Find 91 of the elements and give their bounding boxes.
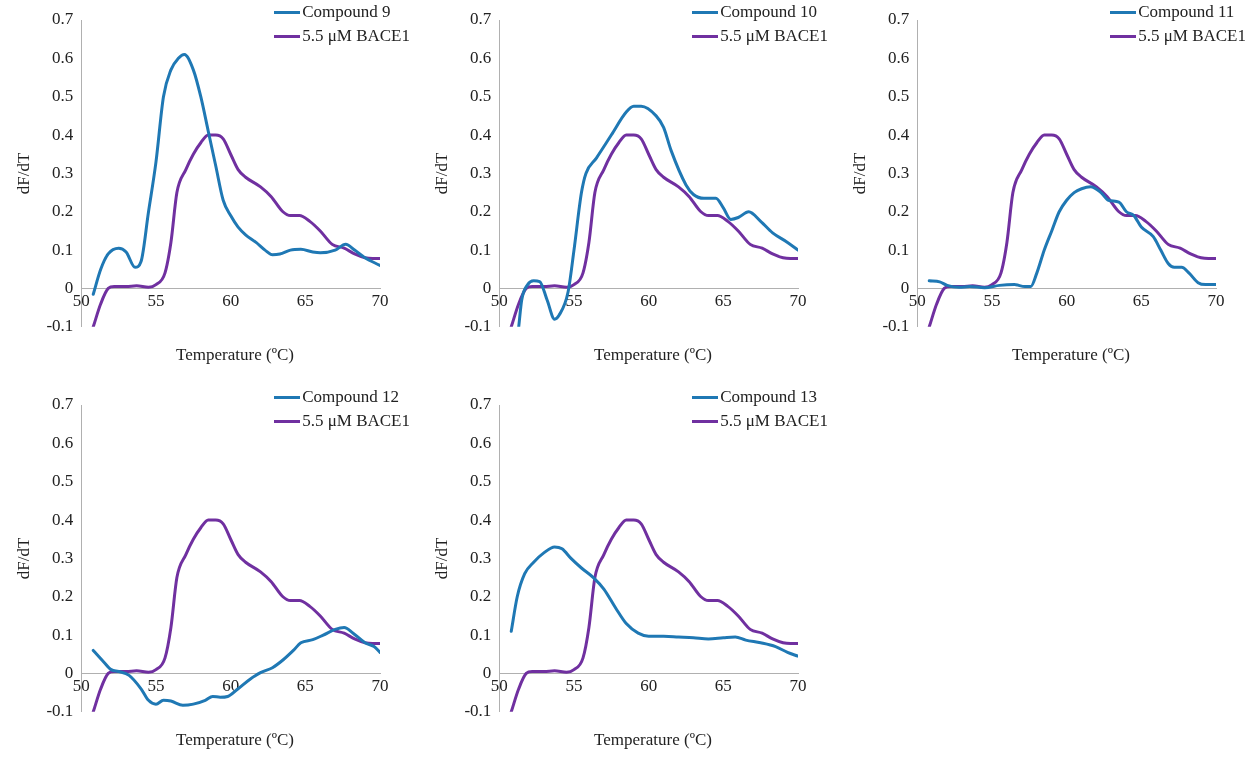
y-tick-label: 0.7 — [470, 9, 492, 29]
y-tick-label: 0.3 — [52, 162, 74, 182]
x-tick-label: 65 — [714, 676, 732, 696]
y-tick-label: 0.4 — [52, 124, 74, 144]
y-tick-label: 0.3 — [52, 547, 74, 567]
y-tick-label: 0 — [900, 277, 910, 297]
legend-label: Compound 9 — [302, 1, 391, 23]
x-axis-title: Temperature (ºC) — [175, 730, 295, 750]
x-tick-label: 55 — [983, 291, 1001, 311]
x-tick-label: 60 — [1058, 291, 1076, 311]
legend-label: 5.5 μM BACE1 — [720, 410, 828, 432]
x-axis-title: Temperature (ºC) — [593, 345, 713, 365]
y-tick-label: 0.6 — [470, 432, 492, 452]
x-tick-label: 60 — [222, 291, 240, 311]
line-series — [927, 185, 1216, 290]
y-tick-label: 0.2 — [470, 201, 492, 221]
legend-label: 5.5 μM BACE1 — [1138, 25, 1246, 47]
x-tick-label: 65 — [296, 676, 314, 696]
y-tick-label: 0.2 — [52, 586, 74, 606]
legend-label: 5.5 μM BACE1 — [302, 410, 410, 432]
legend-label: 5.5 μM BACE1 — [720, 25, 828, 47]
y-tick-label: 0.6 — [888, 47, 910, 67]
y-tick-label: 0 — [64, 277, 74, 297]
y-tick-label: 0 — [482, 277, 492, 297]
y-tick-label: 0.1 — [52, 239, 74, 259]
y-tick-label: 0.6 — [52, 47, 74, 67]
x-axis-title: Temperature (ºC) — [1011, 345, 1131, 365]
x-tick-label: 60 — [640, 291, 658, 311]
y-tick-label: 0.7 — [470, 394, 492, 414]
y-tick-label: -0.1 — [46, 316, 74, 336]
legend-label: Compound 12 — [302, 386, 399, 408]
x-tick-label: 50 — [490, 291, 508, 311]
x-tick-label: 70 — [1207, 291, 1225, 311]
y-tick-label: 0.7 — [52, 9, 74, 29]
y-tick-label: 0.2 — [470, 586, 492, 606]
y-tick-label: 0.5 — [470, 471, 492, 491]
x-tick-label: 50 — [72, 291, 90, 311]
y-tick-label: 0.4 — [52, 509, 74, 529]
x-tick-label: 70 — [371, 676, 389, 696]
x-tick-label: 60 — [640, 676, 658, 696]
y-tick-label: 0.5 — [888, 86, 910, 106]
x-tick-label: 65 — [296, 291, 314, 311]
legend-label: Compound 13 — [720, 386, 817, 408]
x-tick-label: 70 — [789, 676, 807, 696]
y-tick-label: 0.6 — [470, 47, 492, 67]
x-tick-label: 50 — [908, 291, 926, 311]
y-tick-label: 0.2 — [52, 201, 74, 221]
x-axis-title: Temperature (ºC) — [593, 730, 713, 750]
y-tick-label: 0.4 — [888, 124, 910, 144]
y-axis-title: dF/dT — [431, 537, 451, 580]
x-tick-label: 50 — [72, 676, 90, 696]
y-tick-label: 0.7 — [888, 9, 910, 29]
y-tick-label: 0.7 — [52, 394, 74, 414]
x-axis-title: Temperature (ºC) — [175, 345, 295, 365]
x-tick-label: 70 — [371, 291, 389, 311]
x-tick-label: 55 — [147, 676, 165, 696]
y-tick-label: 0.6 — [52, 432, 74, 452]
y-tick-label: 0.5 — [52, 471, 74, 491]
legend-label: Compound 10 — [720, 1, 817, 23]
y-tick-label: 0.1 — [888, 239, 910, 259]
x-tick-label: 65 — [714, 291, 732, 311]
y-tick-label: 0.3 — [888, 162, 910, 182]
y-tick-label: 0.3 — [470, 547, 492, 567]
y-tick-label: 0.3 — [470, 162, 492, 182]
y-axis-title: dF/dT — [431, 152, 451, 195]
y-axis-title: dF/dT — [13, 537, 33, 580]
x-tick-label: 65 — [1132, 291, 1150, 311]
x-tick-label: 70 — [789, 291, 807, 311]
y-tick-label: 0 — [482, 662, 492, 682]
y-tick-label: 0.1 — [470, 239, 492, 259]
y-tick-label: 0 — [64, 662, 74, 682]
legend-label: Compound 11 — [1138, 1, 1235, 23]
line-series — [509, 545, 798, 658]
y-tick-label: 0.5 — [52, 86, 74, 106]
y-axis-title: dF/dT — [13, 152, 33, 195]
y-tick-label: 0.4 — [470, 124, 492, 144]
x-tick-label: 50 — [490, 676, 508, 696]
y-tick-label: 0.1 — [52, 624, 74, 644]
line-series — [91, 53, 380, 296]
y-tick-label: -0.1 — [46, 701, 74, 721]
y-tick-label: -0.1 — [464, 316, 492, 336]
y-tick-label: -0.1 — [464, 701, 492, 721]
y-tick-label: 0.4 — [470, 509, 492, 529]
x-tick-label: 55 — [147, 291, 165, 311]
y-tick-label: -0.1 — [882, 316, 910, 336]
y-tick-label: 0.1 — [470, 624, 492, 644]
y-axis-title: dF/dT — [849, 152, 869, 195]
x-tick-label: 55 — [565, 676, 583, 696]
legend-label: 5.5 μM BACE1 — [302, 25, 410, 47]
y-tick-label: 0.2 — [888, 201, 910, 221]
y-tick-label: 0.5 — [470, 86, 492, 106]
